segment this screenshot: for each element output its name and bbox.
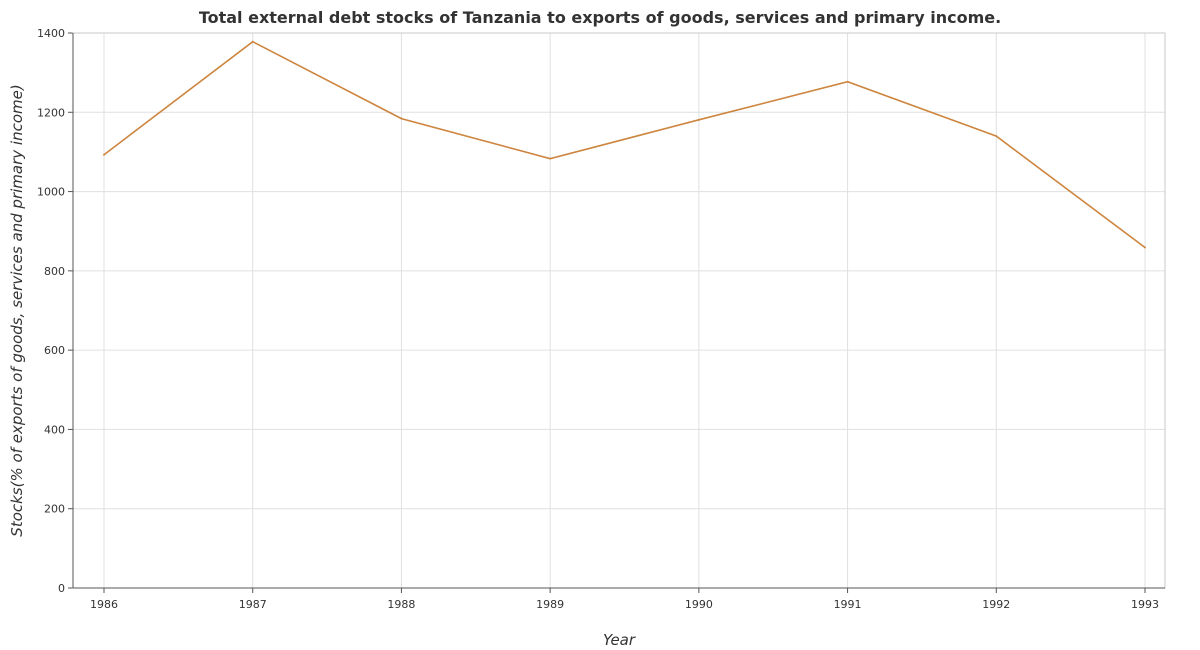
x-axis-label: Year	[603, 631, 636, 649]
x-tick-label: 1991	[834, 598, 862, 611]
y-tick-label: 800	[44, 265, 65, 278]
y-tick-label: 1200	[37, 106, 65, 119]
data-point	[549, 157, 552, 160]
chart-title: Total external debt stocks of Tanzania t…	[198, 8, 1002, 27]
y-tick-label: 0	[58, 582, 65, 595]
data-point	[1144, 246, 1146, 249]
x-tick-label: 1990	[685, 598, 713, 611]
y-tick-label: 200	[44, 503, 65, 516]
y-tick-label: 1000	[37, 186, 65, 199]
x-tick-label: 1986	[90, 598, 118, 611]
y-tick-label: 1400	[37, 27, 65, 40]
y-tick-label: 400	[44, 423, 65, 436]
data-point	[251, 40, 254, 43]
data-point	[103, 153, 105, 156]
x-tick-label: 1988	[387, 598, 415, 611]
x-tick-label: 1992	[982, 598, 1010, 611]
y-axis-label: Stocks(% of exports of goods, services a…	[8, 84, 26, 536]
data-point	[995, 135, 998, 138]
data-point	[400, 117, 403, 120]
data-point	[846, 80, 849, 83]
series-line	[103, 40, 1146, 249]
data-point	[697, 118, 700, 121]
x-tick-label: 1987	[239, 598, 267, 611]
x-tick-label: 1993	[1131, 598, 1159, 611]
x-tick-label: 1989	[536, 598, 564, 611]
y-tick-label: 600	[44, 344, 65, 357]
plot-border	[72, 32, 1166, 589]
